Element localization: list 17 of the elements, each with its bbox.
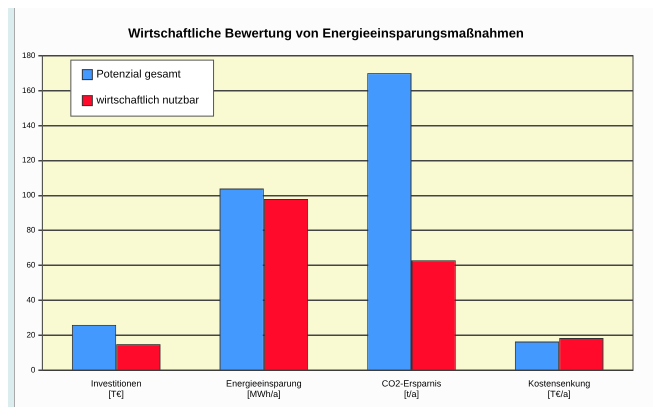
y-tick-label: 120	[22, 156, 36, 165]
legend-label: wirtschaftlich nutzbar	[95, 94, 200, 107]
y-tick-label: 0	[30, 366, 36, 375]
y-tick-label: 160	[22, 86, 36, 95]
y-tick-label: 140	[22, 120, 36, 130]
x-tick-label: CO2-Ersparnis [t/a]	[382, 378, 442, 400]
x-tick-label: Investitionen [T€]	[90, 378, 142, 400]
y-tick-label: 80	[26, 226, 36, 235]
y-tick-label: 180	[22, 50, 36, 60]
x-tick-label: Energieeinsparung [MWh/a]	[226, 378, 302, 400]
chart-title: Wirtschaftliche Bewertung von Energieeinsparungsmaßnahmen	[128, 25, 524, 40]
y-tick-label: 20	[26, 330, 36, 340]
legend-label: Potenzial gesamt	[96, 68, 181, 81]
y-tick-label: 100	[22, 190, 36, 200]
y-tick-label: 60	[26, 260, 36, 270]
x-tick-label: Kostensenkung [T€/a]	[528, 378, 590, 400]
y-tick-label: 40	[26, 296, 36, 305]
